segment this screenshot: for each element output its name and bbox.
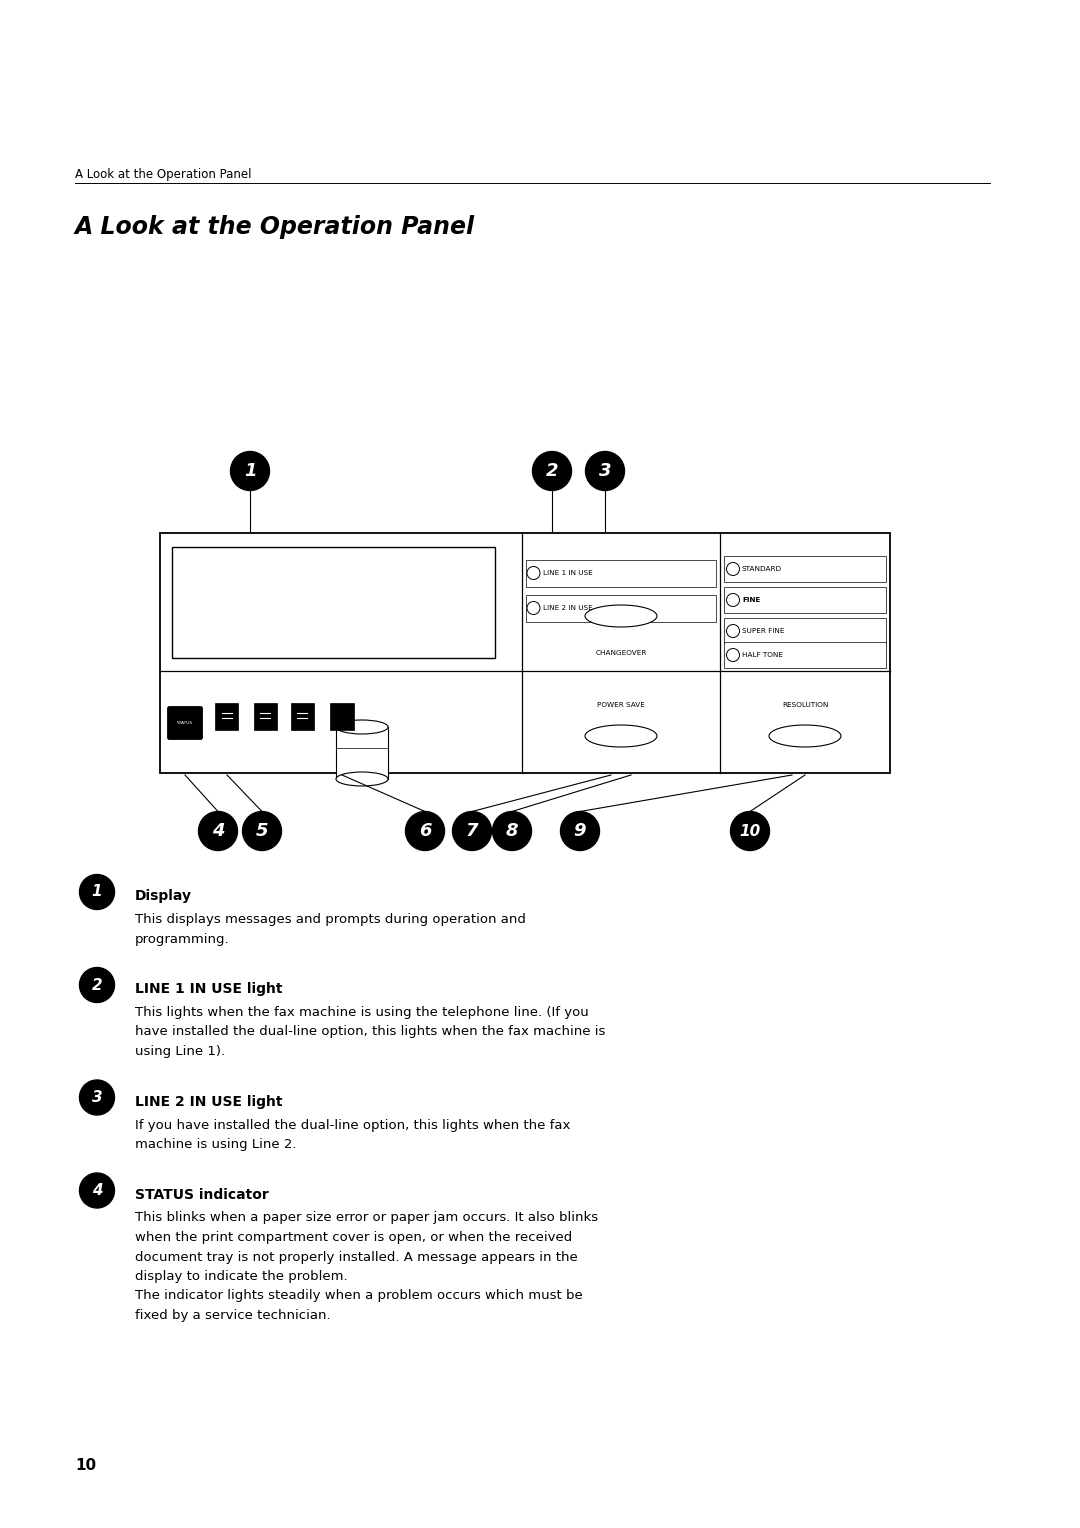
Circle shape	[80, 1174, 114, 1209]
Circle shape	[405, 811, 445, 851]
Text: SUPER FINE: SUPER FINE	[742, 628, 784, 634]
Text: 4: 4	[92, 1183, 103, 1198]
Text: document tray is not properly installed. A message appears in the: document tray is not properly installed.…	[135, 1250, 578, 1264]
Text: programming.: programming.	[135, 932, 230, 946]
FancyBboxPatch shape	[254, 703, 276, 730]
FancyBboxPatch shape	[291, 703, 313, 730]
FancyBboxPatch shape	[172, 547, 495, 659]
Text: This lights when the fax machine is using the telephone line. (If you: This lights when the fax machine is usin…	[135, 1005, 589, 1019]
Text: 2: 2	[545, 461, 558, 480]
FancyBboxPatch shape	[216, 703, 239, 730]
Text: 1: 1	[244, 461, 256, 480]
Ellipse shape	[585, 724, 657, 747]
Text: 2: 2	[92, 978, 103, 993]
Text: 3: 3	[598, 461, 611, 480]
Text: 10: 10	[740, 824, 760, 839]
Text: using Line 1).: using Line 1).	[135, 1045, 225, 1057]
Circle shape	[453, 811, 491, 851]
Circle shape	[527, 602, 540, 614]
Circle shape	[727, 593, 740, 607]
FancyBboxPatch shape	[167, 706, 203, 740]
Ellipse shape	[336, 772, 388, 785]
Text: The indicator lights steadily when a problem occurs which must be: The indicator lights steadily when a pro…	[135, 1290, 583, 1302]
Text: This displays messages and prompts during operation and: This displays messages and prompts durin…	[135, 914, 526, 926]
Text: STATUS indicator: STATUS indicator	[135, 1187, 269, 1201]
Text: CHANGEOVER: CHANGEOVER	[595, 649, 647, 656]
Text: 1: 1	[92, 885, 103, 900]
Text: Display: Display	[135, 889, 192, 903]
Circle shape	[243, 811, 282, 851]
Text: LINE 1 IN USE: LINE 1 IN USE	[543, 570, 593, 576]
Text: 7: 7	[465, 822, 478, 840]
Circle shape	[730, 811, 769, 851]
Circle shape	[727, 648, 740, 662]
Text: LINE 2 IN USE: LINE 2 IN USE	[543, 605, 593, 611]
Text: POWER SAVE: POWER SAVE	[597, 701, 645, 707]
Text: This blinks when a paper size error or paper jam occurs. It also blinks: This blinks when a paper size error or p…	[135, 1212, 598, 1224]
Text: 3: 3	[92, 1089, 103, 1105]
FancyBboxPatch shape	[724, 556, 886, 582]
FancyBboxPatch shape	[330, 703, 354, 730]
Text: display to indicate the problem.: display to indicate the problem.	[135, 1270, 348, 1284]
Text: 4: 4	[212, 822, 225, 840]
Circle shape	[80, 1080, 114, 1115]
Ellipse shape	[336, 720, 388, 733]
Text: LINE 2 IN USE light: LINE 2 IN USE light	[135, 1094, 283, 1108]
Circle shape	[492, 811, 531, 851]
Text: RESOLUTION: RESOLUTION	[782, 701, 828, 707]
Circle shape	[532, 451, 571, 490]
Text: STATUS: STATUS	[177, 721, 193, 724]
Circle shape	[527, 567, 540, 579]
Text: A Look at the Operation Panel: A Look at the Operation Panel	[75, 215, 475, 238]
FancyBboxPatch shape	[336, 727, 388, 779]
Ellipse shape	[769, 724, 841, 747]
Text: LINE 1 IN USE light: LINE 1 IN USE light	[135, 983, 283, 996]
FancyBboxPatch shape	[526, 559, 716, 587]
Text: STANDARD: STANDARD	[742, 565, 782, 571]
Text: machine is using Line 2.: machine is using Line 2.	[135, 1138, 297, 1151]
Circle shape	[80, 874, 114, 909]
Text: 9: 9	[573, 822, 586, 840]
FancyBboxPatch shape	[724, 587, 886, 613]
Ellipse shape	[585, 605, 657, 626]
Text: fixed by a service technician.: fixed by a service technician.	[135, 1309, 330, 1322]
FancyBboxPatch shape	[724, 617, 886, 643]
Circle shape	[561, 811, 599, 851]
Circle shape	[727, 562, 740, 576]
Circle shape	[727, 625, 740, 637]
Text: HALF TONE: HALF TONE	[742, 652, 783, 659]
Text: FINE: FINE	[742, 597, 760, 604]
Circle shape	[585, 451, 624, 490]
Text: 10: 10	[75, 1458, 96, 1473]
Circle shape	[199, 811, 238, 851]
FancyBboxPatch shape	[724, 642, 886, 668]
Text: 5: 5	[256, 822, 268, 840]
Text: 6: 6	[419, 822, 431, 840]
Text: when the print compartment cover is open, or when the received: when the print compartment cover is open…	[135, 1232, 572, 1244]
Text: If you have installed the dual-line option, this lights when the fax: If you have installed the dual-line opti…	[135, 1118, 570, 1132]
Text: A Look at the Operation Panel: A Look at the Operation Panel	[75, 168, 252, 180]
Text: have installed the dual-line option, this lights when the fax machine is: have installed the dual-line option, thi…	[135, 1025, 606, 1039]
Circle shape	[80, 967, 114, 1002]
FancyBboxPatch shape	[526, 594, 716, 622]
Text: 8: 8	[505, 822, 518, 840]
FancyBboxPatch shape	[160, 533, 890, 773]
Circle shape	[230, 451, 270, 490]
